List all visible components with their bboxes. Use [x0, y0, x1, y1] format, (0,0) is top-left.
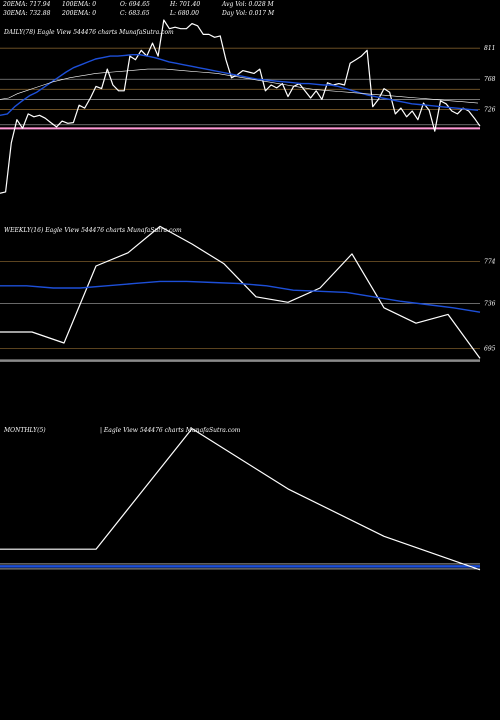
ema200-label: 200EMA: 0	[62, 10, 97, 17]
ema30-label: 30EMA: 732.88	[3, 10, 51, 17]
panel1-axis-label-811: 811	[484, 45, 495, 52]
panel2-series-line-0	[0, 225, 481, 359]
low-label: L: 680.00	[170, 10, 199, 17]
high-label: H: 701.40	[170, 1, 201, 8]
panel3-subtitle: | Eagle View 544476 charts MunafaSutra.c…	[100, 427, 241, 434]
day-vol-label: Day Vol: 0.017 M	[222, 10, 275, 17]
panel2-series-line-1	[0, 280, 481, 313]
avg-vol-label: Avg Vol: 0.028 M	[222, 1, 274, 8]
ema20-label: 20EMA: 717.94	[3, 1, 51, 8]
open-label: O: 694.65	[120, 1, 150, 8]
panel3-series-line-0	[0, 428, 481, 571]
panel1-title: DAILY(78) Eagle View 544476 charts Munaf…	[3, 29, 174, 36]
panel1-axis-label-726: 726	[484, 107, 496, 114]
panel2-axis-label-695: 695	[484, 346, 496, 353]
panel2-title: WEEKLY(16) Eagle View 544476 charts Muna…	[4, 227, 182, 234]
close-label: C: 683.65	[120, 10, 150, 17]
panel2-axis-label-774: 774	[484, 259, 496, 266]
panel2-axis-label-736: 736	[484, 300, 496, 307]
panel1-axis-label-768: 768	[484, 76, 496, 83]
panel1-series-line-0	[0, 19, 481, 194]
panel1-series-line-1	[0, 54, 479, 116]
panel1-series-line-2	[0, 68, 479, 104]
ema100-label: 100EMA: 0	[62, 1, 97, 8]
panel3-title: MONTHLY(5)	[3, 427, 46, 434]
